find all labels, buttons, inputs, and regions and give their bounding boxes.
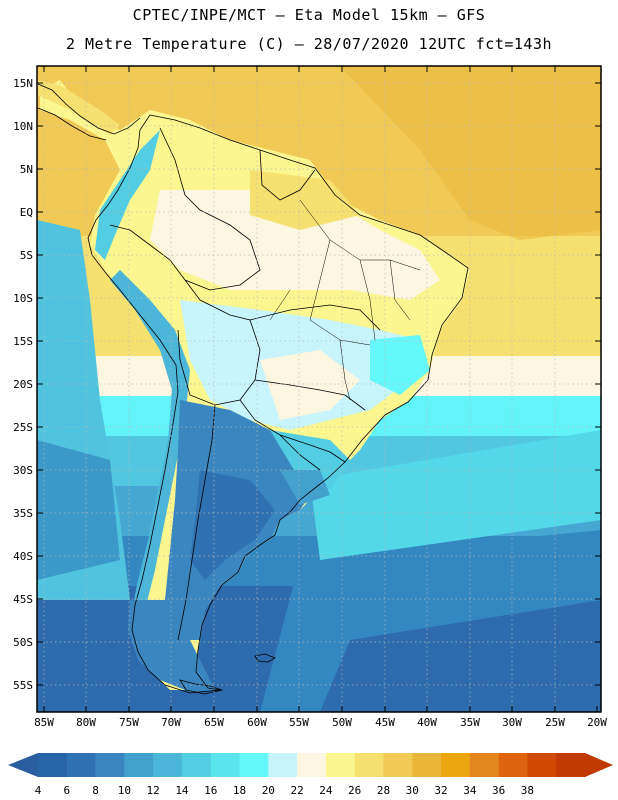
lon-label: 45W — [375, 716, 395, 729]
colorbar-swatch — [210, 753, 240, 777]
lat-label: 35S — [13, 507, 33, 520]
colorbar-label: 28 — [377, 784, 390, 797]
lat-label: 15S — [13, 335, 33, 348]
lat-label: 25S — [13, 421, 33, 434]
lon-label: 85W — [34, 716, 54, 729]
colorbar-labels: 4 6 8 10 12 14 16 18 20 22 24 26 28 30 32 34 36 38 — [35, 784, 534, 797]
colorbar-swatch — [239, 753, 269, 777]
map-title-line-1: CPTEC/INPE/MCT – Eta Model 15km – GFS — [132, 6, 486, 24]
axis-ticks — [37, 66, 601, 712]
longitude-labels: 85W 80W 75W 70W 65W 60W 55W 50W 45W 40W … — [34, 716, 607, 729]
colorbar-label: 22 — [290, 784, 303, 797]
colorbar-swatch — [38, 753, 68, 777]
lat-label: 20S — [13, 378, 33, 391]
colorbar-label: 20 — [262, 784, 275, 797]
colorbar-swatch — [556, 753, 586, 777]
lon-label: 30W — [502, 716, 522, 729]
colorbar-over-arrow — [585, 753, 613, 777]
colorbar-swatch — [124, 753, 154, 777]
lon-label: 50W — [332, 716, 352, 729]
colorbar-label: 30 — [406, 784, 419, 797]
colorbar-label: 6 — [63, 784, 70, 797]
lat-label: 30S — [13, 464, 33, 477]
lat-label: 55S — [13, 679, 33, 692]
lat-label: EQ — [20, 206, 33, 219]
colorbar-label: 34 — [463, 784, 477, 797]
lat-label: 50S — [13, 636, 33, 649]
latitude-labels: 15N 10N 5N EQ 5S 10S 15S 20S 25S 30S 35S… — [13, 77, 33, 692]
lon-label: 80W — [76, 716, 96, 729]
colorbar-label: 26 — [348, 784, 361, 797]
lat-label: 10N — [13, 120, 33, 133]
lon-label: 65W — [204, 716, 224, 729]
colorbar: 4 6 8 10 12 14 16 18 20 22 24 26 28 30 32 34 36 38 — [8, 753, 613, 797]
colorbar-label: 24 — [319, 784, 333, 797]
colorbar-swatch — [498, 753, 528, 777]
colorbar-swatch — [95, 753, 125, 777]
map-field — [37, 66, 601, 712]
colorbar-swatch — [441, 753, 471, 777]
lon-label: 75W — [119, 716, 139, 729]
lat-label: 40S — [13, 550, 33, 563]
coastline-borders — [37, 83, 469, 695]
lon-label: 35W — [460, 716, 480, 729]
brazil-states — [269, 199, 421, 401]
lon-label: 20W — [587, 716, 607, 729]
colorbar-label: 36 — [492, 784, 505, 797]
colorbar-swatch — [181, 753, 212, 777]
south-america-coastline — [87, 114, 469, 694]
colorbar-label: 12 — [147, 784, 160, 797]
country-borders — [109, 127, 381, 641]
colorbar-label: 14 — [175, 784, 189, 797]
map-frame — [36, 65, 602, 713]
colorbar-label: 18 — [233, 784, 246, 797]
falkland-islands — [254, 653, 276, 663]
colorbar-swatch — [66, 753, 96, 777]
map-title-line-2: 2 Metre Temperature (C) – 28/07/2020 12U… — [65, 35, 553, 53]
lon-label: 55W — [289, 716, 309, 729]
lat-label: 5N — [20, 163, 33, 176]
lon-label: 70W — [161, 716, 181, 729]
colorbar-swatch — [383, 753, 413, 777]
lon-label: 60W — [247, 716, 267, 729]
colorbar-swatch — [412, 753, 442, 777]
colorbar-swatch — [297, 753, 327, 777]
colorbar-label: 10 — [118, 784, 131, 797]
lat-label: 5S — [20, 249, 33, 262]
lon-label: 25W — [545, 716, 565, 729]
colorbar-swatch — [153, 753, 183, 777]
colorbar-swatch — [268, 753, 298, 777]
colorbar-swatch — [325, 753, 355, 777]
colorbar-swatch — [469, 753, 499, 777]
colorbar-swatch — [527, 753, 557, 777]
colorbar-swatch — [354, 753, 384, 777]
colorbar-boxes — [38, 753, 586, 777]
lat-label: 45S — [13, 593, 33, 606]
lat-label: 10S — [13, 292, 33, 305]
colorbar-label: 32 — [434, 784, 447, 797]
central-america-coastline — [37, 83, 141, 141]
colorbar-label: 16 — [204, 784, 217, 797]
tierra-del-fuego — [179, 679, 224, 695]
lon-label: 40W — [417, 716, 437, 729]
colorbar-label: 8 — [92, 784, 99, 797]
colorbar-label: 38 — [521, 784, 534, 797]
colorbar-label: 4 — [35, 784, 42, 797]
colorbar-under-arrow — [8, 753, 38, 777]
lat-label: 15N — [13, 77, 33, 90]
